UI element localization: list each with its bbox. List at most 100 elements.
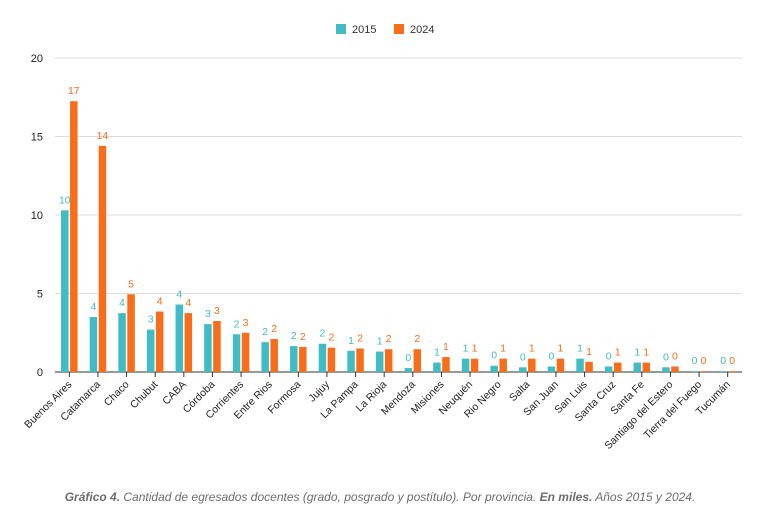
data-label-2024: 2 [271, 323, 277, 335]
data-label-2015: 3 [148, 314, 154, 326]
bar-2024-corrientes [241, 332, 250, 372]
bar-2024-catamarca [98, 145, 107, 372]
bar-2024-caba [184, 313, 193, 372]
bar-2015-chaco [118, 313, 126, 372]
data-label-2024: 2 [300, 331, 306, 343]
bar-2015-santiago-del-estero [662, 367, 670, 372]
bar-2015-tucumán [719, 371, 727, 372]
data-label-2015: 0 [549, 351, 555, 363]
bar-2015-salta [519, 367, 527, 372]
data-label-2015: 0 [692, 355, 698, 367]
data-label-2015: 0 [520, 351, 526, 363]
bar-2024-santa-cruz [613, 362, 622, 372]
bar-2015-misiones [433, 362, 441, 372]
bar-2024-buenos-aires [70, 101, 78, 373]
bar-2015-san-luis [576, 358, 584, 372]
data-label-2015: 4 [176, 288, 182, 300]
data-label-2015: 1 [577, 343, 583, 355]
data-label-2024: 14 [97, 130, 109, 142]
data-label-2024: 3 [214, 305, 220, 317]
data-label-2015: 1 [463, 343, 469, 355]
data-label-2015: 2 [262, 326, 268, 338]
data-label-2024: 0 [701, 355, 707, 367]
x-tick-label: Jujuy [306, 378, 332, 404]
data-label-2015: 4 [119, 297, 125, 309]
bar-2015-chubut [146, 329, 155, 372]
bar-2024-chaco [127, 294, 135, 372]
data-label-2024: 1 [443, 341, 449, 353]
bar-2015-catamarca [89, 317, 98, 372]
data-label-2024: 17 [68, 85, 80, 97]
bar-2015-san-juan [547, 366, 556, 372]
gridlines [55, 57, 742, 373]
caption-text: Cantidad de egresados docentes (grado, p… [120, 490, 540, 504]
x-tick-label: Chubut [128, 379, 160, 411]
bar-2015-buenos-aires [61, 210, 69, 372]
data-label-2015: 0 [405, 352, 411, 364]
data-label-2015: 0 [663, 351, 669, 363]
data-label-2015: 10 [59, 194, 71, 206]
bar-2024-misiones [442, 357, 450, 372]
bar-2024-neuquén [470, 358, 479, 372]
data-label-2015: 4 [91, 301, 97, 313]
x-tick-label: Salta [507, 379, 533, 405]
y-tick-label: 0 [37, 367, 43, 379]
bar-2015-la-rioja [375, 351, 384, 372]
bar-2015-entre-rios [261, 342, 269, 372]
bar-2024-córdoba [213, 320, 221, 372]
y-tick-label: 5 [37, 289, 43, 301]
data-label-2024: 2 [386, 333, 392, 345]
data-label-2024: 2 [329, 332, 335, 344]
legend-label-2015: 2015 [352, 24, 376, 36]
data-label-2024: 1 [472, 343, 478, 355]
data-label-2015: 0 [491, 350, 497, 362]
bar-2024-san-luis [585, 361, 593, 372]
bar-2015-formosa [290, 346, 298, 372]
legend-swatch-2024 [394, 24, 404, 34]
bar-2015-neuquén [461, 358, 470, 372]
bar-2024-jujuy [327, 347, 336, 372]
bar-2024-santiago-del-estero [671, 366, 679, 372]
bar-2024-entre-rios [270, 339, 278, 372]
data-label-2015: 1 [634, 347, 640, 359]
bar-2024-formosa [299, 346, 307, 372]
bar-2015-córdoba [204, 324, 212, 372]
bar-2015-santa-fe [633, 362, 642, 372]
y-tick-label: 10 [31, 210, 43, 222]
legend: 2015 2024 [336, 24, 434, 36]
chart-caption: Gráfico 4. Cantidad de egresados docente… [0, 490, 760, 504]
bar-2024-la-pampa [356, 348, 364, 372]
bar-2024-rio-negro [499, 358, 507, 372]
x-tick-label: Chaco [102, 379, 132, 409]
data-label-2024: 4 [185, 297, 191, 309]
bar-2024-la-rioja [384, 349, 393, 372]
bar-2024-tierra-del-fuego [699, 371, 708, 372]
bar-2015-jujuy [318, 343, 327, 372]
data-label-2015: 1 [377, 336, 383, 348]
data-label-2024: 1 [643, 347, 649, 359]
bar-2024-santa-fe [642, 362, 651, 372]
legend-swatch-2015 [336, 24, 346, 34]
caption-suffix: Años 2015 y 2024. [592, 490, 696, 504]
bar-2024-salta [528, 358, 536, 372]
y-tick-label: 15 [31, 132, 43, 144]
bar-2015-caba [175, 304, 184, 372]
data-label-2024: 1 [586, 346, 592, 358]
bar-2015-rio-negro [490, 365, 498, 372]
bar-2024-chubut [155, 311, 164, 372]
data-label-2024: 2 [357, 332, 363, 344]
bar-2024-mendoza [413, 349, 422, 372]
data-label-2024: 0 [672, 351, 678, 363]
data-label-2024: 1 [529, 343, 535, 355]
legend-label-2024: 2024 [410, 24, 434, 36]
bar-2024-tucumán [728, 371, 736, 372]
data-label-2015: 2 [320, 328, 326, 340]
bar-2015-mendoza [404, 368, 413, 372]
y-axis: 0 5 10 15 20 [31, 53, 43, 379]
data-label-2024: 4 [157, 296, 163, 308]
data-label-2024: 0 [729, 355, 735, 367]
data-label-2015: 0 [720, 355, 726, 367]
